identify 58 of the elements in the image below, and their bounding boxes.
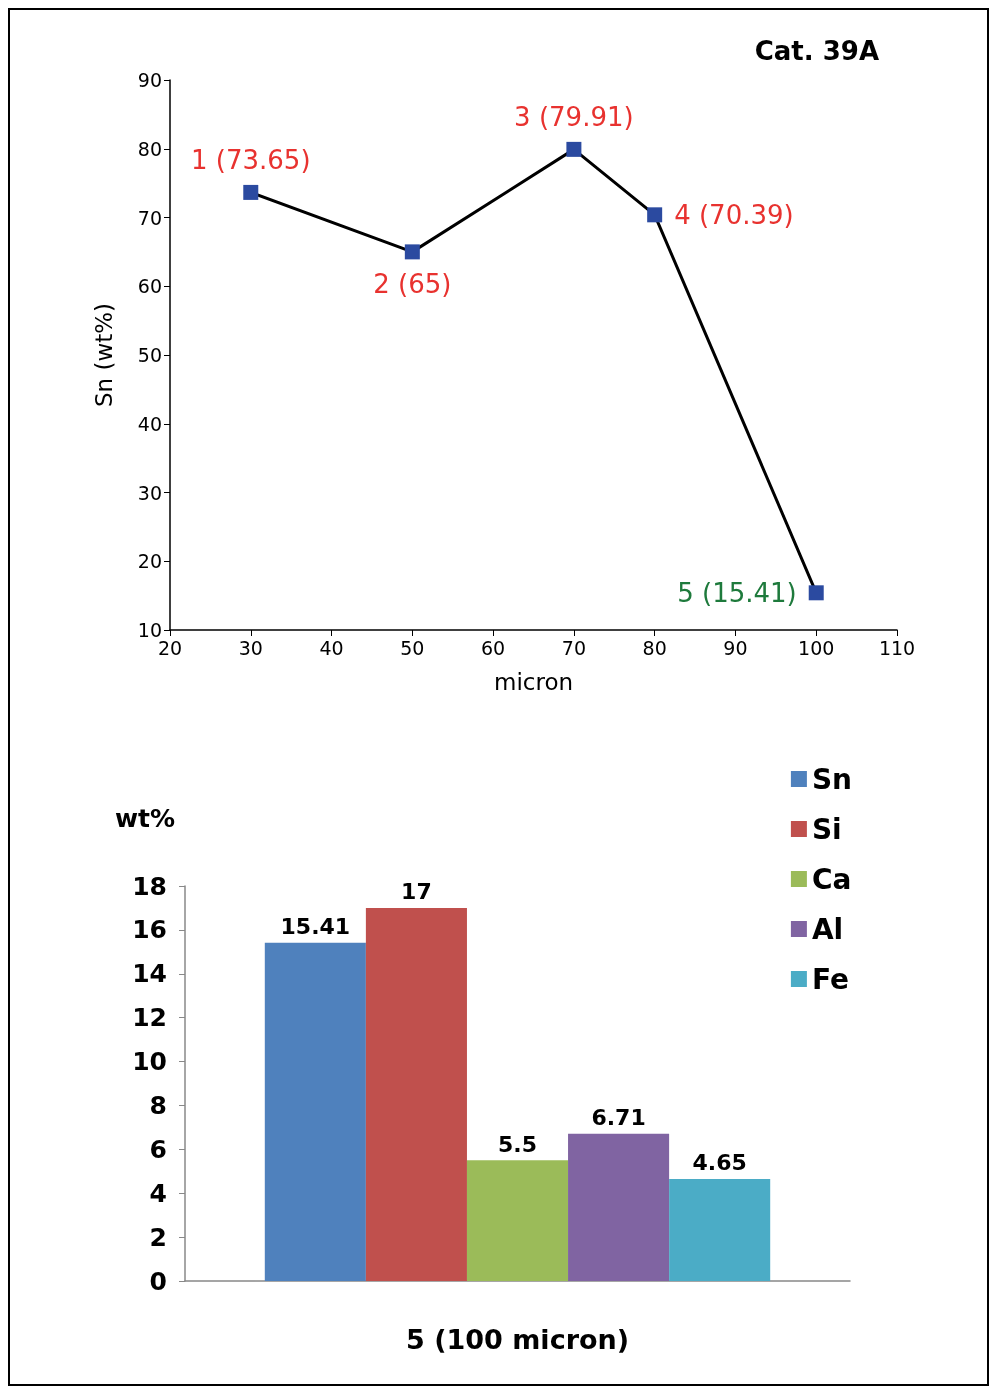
data-label: 17 <box>401 879 432 905</box>
y-tick-label: 6 <box>149 1134 167 1164</box>
text: Cat. 39A <box>754 36 880 66</box>
y-axis-title: wt% <box>114 804 175 833</box>
y-tick-label: 10 <box>137 619 162 641</box>
x-tick-label: 80 <box>642 636 667 659</box>
data-label: 4 (70.39) <box>674 199 794 230</box>
x-tick-label: 50 <box>400 636 425 659</box>
bar <box>568 1133 670 1281</box>
data-label: 5 (15.41) <box>677 577 797 608</box>
x-axis-title: 5 (100 micron) <box>405 1324 630 1355</box>
x-tick-label: 40 <box>319 636 344 659</box>
data-label: 3 (79.91) <box>514 101 634 132</box>
bar <box>264 942 366 1281</box>
y-tick-label: 20 <box>137 550 162 573</box>
legend-label: Al <box>811 912 844 946</box>
data-label: 1 (73.65) <box>191 144 311 175</box>
y-tick-label: 8 <box>149 1090 167 1120</box>
x-tick-label: 30 <box>238 636 263 659</box>
bar <box>365 907 467 1281</box>
bar <box>669 1178 771 1281</box>
legend-label: Ca <box>811 862 852 896</box>
data-label: 2 (65) <box>373 269 452 300</box>
data-label: 5.5 <box>498 1131 537 1157</box>
x-axis-title: micron <box>493 668 574 695</box>
point <box>566 141 582 157</box>
y-tick-label: 0 <box>149 1266 167 1296</box>
y-tick-label: 16 <box>132 915 167 945</box>
y-tick-label: 30 <box>137 481 162 504</box>
x-tick-label: 70 <box>561 636 586 659</box>
legend-label: Fe <box>811 962 849 996</box>
point <box>647 207 663 223</box>
legend-label: Sn <box>811 762 853 796</box>
y-tick-label: 90 <box>137 69 162 91</box>
point <box>808 585 824 601</box>
y-tick-label: 14 <box>132 959 167 989</box>
y-tick-label: 12 <box>132 1003 167 1033</box>
y-tick-label: 10 <box>132 1047 167 1077</box>
y-tick-label: 2 <box>149 1222 167 1252</box>
y-tick-label: 50 <box>137 344 162 366</box>
y-tick-label: 18 <box>132 871 167 901</box>
data-label: 6.71 <box>591 1105 646 1131</box>
x-tick-label: 110 <box>878 636 916 659</box>
point <box>404 244 420 260</box>
legend-label: Si <box>811 812 842 846</box>
y-tick-label: 70 <box>137 206 162 229</box>
x-tick-label: 90 <box>723 636 748 659</box>
y-axis-title: Sn (wt%) <box>90 302 117 408</box>
x-tick-label: 100 <box>798 636 835 659</box>
y-tick-label: 4 <box>149 1178 167 1208</box>
data-label: 4.65 <box>692 1150 747 1176</box>
data-label: 15.41 <box>280 914 351 940</box>
x-tick-label: 60 <box>481 636 506 659</box>
bar <box>466 1160 569 1281</box>
y-tick-label: 40 <box>137 412 162 435</box>
y-tick-label: 60 <box>137 275 162 298</box>
y-tick-label: 80 <box>137 137 162 160</box>
point <box>243 184 259 200</box>
